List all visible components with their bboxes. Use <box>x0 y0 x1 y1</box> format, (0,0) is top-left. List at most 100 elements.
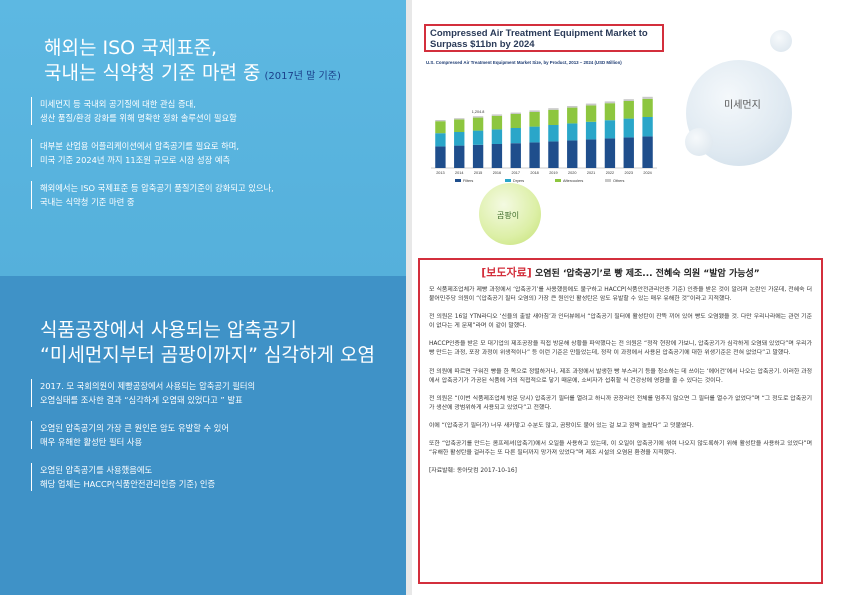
bar-segment <box>510 128 521 144</box>
bar-segment <box>623 101 634 119</box>
bar-segment <box>604 101 616 104</box>
bar-segment <box>548 141 559 168</box>
bar-segment <box>472 117 484 131</box>
market-chart: 2013 2014 2015 1,204.8 2016 2017 2018 2019 2020 2… <box>431 96 657 183</box>
panel-divider <box>406 0 412 595</box>
legend-label: Aftercoolers <box>563 179 583 183</box>
bar-segment <box>491 115 503 130</box>
bar-segment <box>491 144 503 168</box>
press-release-box: [보도자료] 오염된 ‘압축공기’로 빵 제조... 전혜숙 의원 “발암 가능… <box>418 258 823 584</box>
x-tick-label: 2020 <box>568 171 576 175</box>
bar-segment <box>567 123 578 141</box>
bar-segment <box>491 114 503 116</box>
bar-segment <box>454 145 465 168</box>
bar-segment <box>435 121 446 134</box>
bar-segment <box>529 126 540 143</box>
x-tick-label: 2018 <box>530 171 538 175</box>
x-tick-label: 2014 <box>455 171 463 175</box>
bar-segment <box>642 96 653 99</box>
chart-subtitle: U.S. Compressed Air Treatment Equipment … <box>426 60 622 65</box>
x-tick-label: 2023 <box>625 171 633 175</box>
bar-segment <box>454 118 465 120</box>
bar-segment <box>585 139 597 168</box>
bar-segment <box>642 117 653 137</box>
left-top-panel <box>0 0 406 276</box>
press-paragraph: 또한 “압축공기를 만드는 콤프레셔(압축기)에서 오일을 사용하고 있는데, … <box>429 441 812 457</box>
bar-segment <box>642 98 653 117</box>
bar-segment <box>529 112 540 127</box>
bottom-bullet-item: 2017. 모 국회의원이 제빵공장에서 사용되는 압축공기 필터의 오염실태를… <box>31 379 255 407</box>
bar-segment <box>623 137 634 168</box>
top-title-sub: (2017년 말 기준) <box>264 71 341 82</box>
x-tick-label: 2016 <box>493 171 501 175</box>
bar-segment <box>529 142 540 168</box>
x-tick-label: 2024 <box>643 171 651 175</box>
x-tick-label: 2017 <box>512 171 520 175</box>
press-tag: [보도자료] <box>481 266 532 279</box>
bottom-section-title: 식품공장에서 사용되는 압축공기 “미세먼지부터 곰팡이까지” 심각하게 오염 <box>40 318 375 368</box>
top-bullet-item: 미세먼지 등 국내외 공기질에 대한 관심 증대, 생산 품질/환경 강화를 위… <box>31 97 274 125</box>
bar-segment <box>454 132 465 146</box>
bar-segment <box>491 129 503 144</box>
press-paragraph: 전 의원에 따르면 구워진 빵을 한 쪽으로 정렬하거나, 제조 과정에서 발생… <box>429 368 812 384</box>
bar-segment <box>510 143 521 168</box>
press-paragraph: HACCP인증을 받은 모 대기업의 제조공장을 직접 방문해 상황을 파악했다… <box>429 341 812 357</box>
bar-segment <box>623 99 634 101</box>
top-section-title: 해외는 ISO 국제표준, 국내는 식약청 기준 마련 중 (2017년 말 기준… <box>44 36 341 89</box>
bar-segment <box>604 138 616 168</box>
press-paragraph: 모 식품제조업체가 제빵 과정에서 ‘압축공기’를 사용했음에도 불구하고 HA… <box>429 287 812 303</box>
legend-swatch <box>455 179 461 182</box>
press-headline: [보도자료] 오염된 ‘압축공기’로 빵 제조... 전혜숙 의원 “발암 가능… <box>481 266 760 279</box>
legend-label: Others <box>613 179 624 183</box>
bar-segment <box>604 120 616 139</box>
bar-segment <box>510 114 521 128</box>
bar-segment <box>567 140 578 168</box>
bottom-bullet-list: 2017. 모 국회의원이 제빵공장에서 사용되는 압축공기 필터의 오염실태를… <box>31 379 255 505</box>
x-tick-label: 2013 <box>436 171 444 175</box>
x-tick-label: 2022 <box>606 171 614 175</box>
bar-segment <box>604 103 616 121</box>
bar-segment <box>435 133 446 147</box>
bar-segment <box>642 136 653 168</box>
press-paragraph: 이에 “(압축공기 필터가) 너무 새카맣고 수분도 많고, 곰팡이도 붙어 있… <box>429 422 694 429</box>
bottom-bullet-item: 오염된 압축공기를 사용했음에도 해당 업체는 HACCP(식품안전관리인증 기… <box>31 463 255 491</box>
legend-swatch <box>555 179 561 182</box>
bar-segment <box>510 112 521 114</box>
x-tick-label: 2019 <box>549 171 557 175</box>
mold-circle <box>479 183 541 245</box>
decor-circle <box>770 30 792 52</box>
bar-segment <box>548 108 559 110</box>
bar-segment <box>472 144 484 168</box>
mold-label: 곰팡이 <box>497 211 520 220</box>
bar-segment <box>585 105 597 122</box>
legend-swatch <box>505 179 511 182</box>
bar-segment <box>454 119 465 132</box>
bar-segment <box>435 146 446 168</box>
bottom-title-line1: 식품공장에서 사용되는 압축공기 <box>40 319 297 341</box>
legend-swatch <box>605 179 611 182</box>
press-paragraph: 전 의원은 16일 YTN라디오 ‘신율의 출발 새아침’과 인터뷰에서 “압축… <box>429 314 812 330</box>
bottom-bullet-item: 오염된 압축공기의 가장 큰 원인은 암도 유발할 수 있어 매우 유해한 활성… <box>31 421 255 449</box>
top-bullet-item: 대부분 산업용 어플리케이션에서 압축공기를 필요로 하며, 미국 기준 202… <box>31 139 274 167</box>
bar-segment <box>567 107 578 124</box>
decor-circle <box>685 128 713 156</box>
chart-title-box: Compressed Air Treatment Equipment Marke… <box>424 24 664 52</box>
legend-label: Filters <box>463 179 473 183</box>
bottom-title-line2: “미세먼지부터 곰팡이까지” 심각하게 오염 <box>40 344 375 366</box>
x-tick-label: 2021 <box>587 171 595 175</box>
chart-title-line1: Compressed Air Treatment Equipment Marke… <box>430 28 648 39</box>
dust-label: 미세먼지 <box>724 100 761 111</box>
left-bottom-panel <box>0 276 406 595</box>
bar-segment <box>585 121 597 140</box>
top-title-line2: 국내는 식약청 기준 마련 중 (2017년 말 기준) <box>44 62 341 84</box>
bar-segment <box>472 130 484 145</box>
top-bullet-item: 해외에서는 ISO 국제표준 등 압축공기 품질기준이 강화되고 있으나, 국내… <box>31 181 274 209</box>
top-title-line1: 해외는 ISO 국제표준, <box>44 37 218 59</box>
press-paragraph: 전 의원은 “(이번 식품제조업체 방문 당시) 압축공기 필터를 열려고 하니… <box>429 395 812 411</box>
bar-segment <box>585 103 597 106</box>
chart-title-line2: Surpass $11bn by 2024 <box>430 38 535 50</box>
top-bullet-list: 미세먼지 등 국내외 공기질에 대한 관심 증대, 생산 품질/환경 강화를 위… <box>31 97 274 223</box>
bar-segment <box>529 110 540 112</box>
x-tick-label: 2015 <box>474 171 482 175</box>
bar-segment <box>548 125 559 142</box>
